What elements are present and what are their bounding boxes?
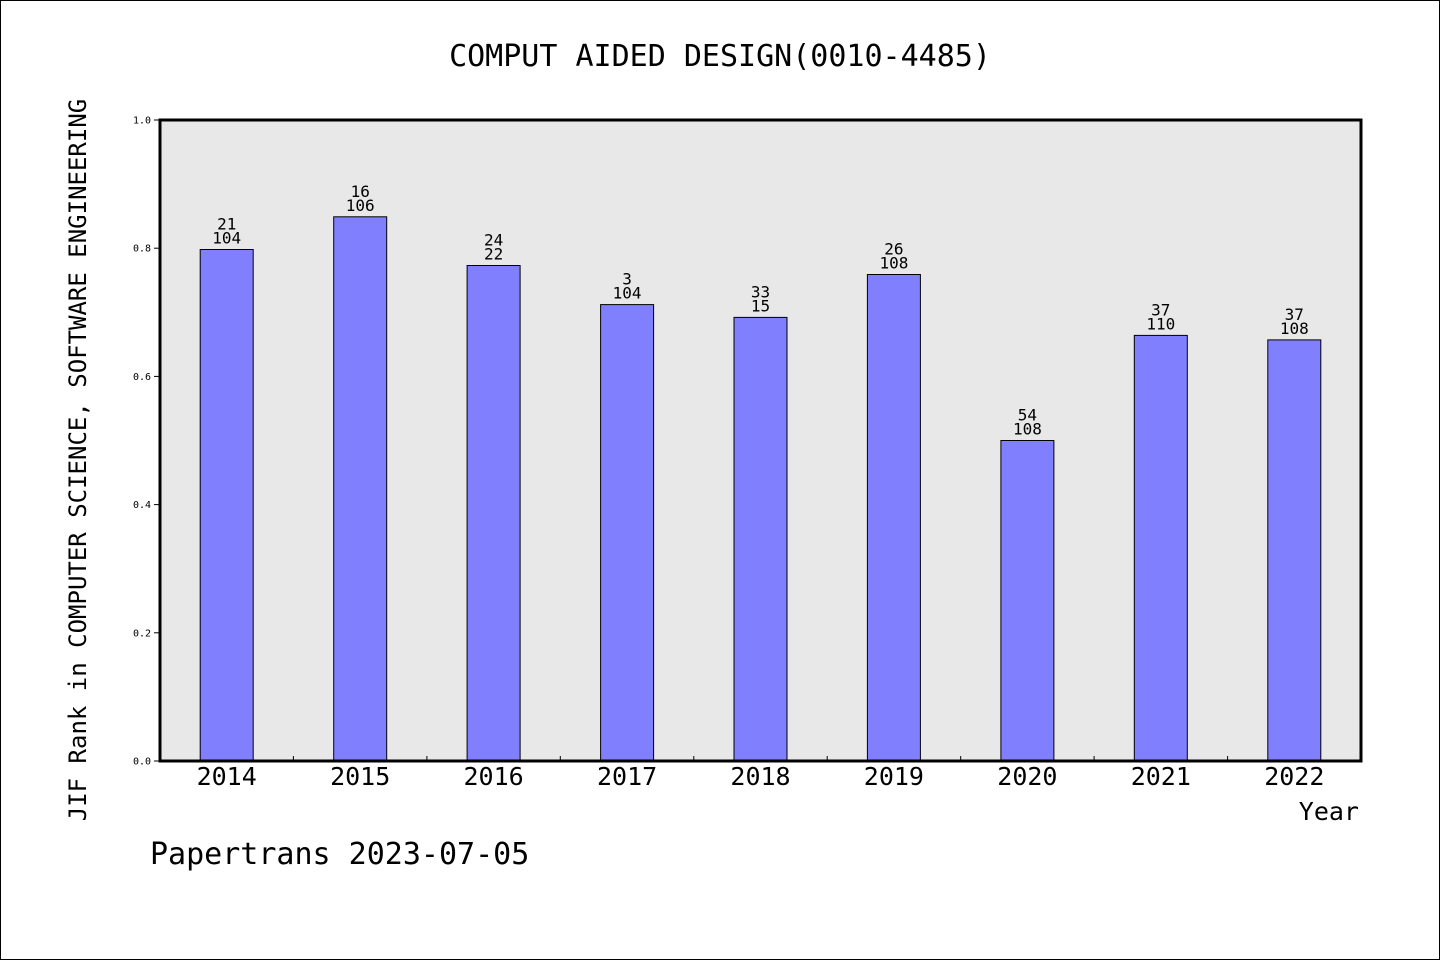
x-tick-2015: 2015 bbox=[330, 762, 390, 791]
bar-2016 bbox=[466, 265, 521, 762]
bar-label-bottom-2018: 15 bbox=[751, 296, 770, 315]
x-axis-label: Year bbox=[1299, 797, 1359, 826]
bar-label-bottom-2019: 108 bbox=[879, 254, 908, 273]
y-tick-0.4: 0.4 bbox=[133, 500, 151, 511]
x-tick-2020: 2020 bbox=[997, 762, 1057, 791]
y-ticks-group: 0.0 0.2 0.4 0.6 0.8 1.0 bbox=[133, 116, 160, 768]
bar-2019 bbox=[866, 274, 921, 762]
bar-label-top-2019: 26 bbox=[884, 240, 903, 259]
bar-2021 bbox=[1133, 334, 1188, 762]
y-tick-0.6: 0.6 bbox=[133, 372, 151, 383]
bar-label-top-2015: 16 bbox=[351, 182, 370, 201]
y-tick-0.0: 0.0 bbox=[133, 757, 151, 768]
bar-2015 bbox=[333, 216, 388, 762]
x-tick-2017: 2017 bbox=[597, 762, 657, 791]
y-tick-0.2: 0.2 bbox=[133, 628, 151, 639]
x-tick-2016: 2016 bbox=[463, 762, 523, 791]
bar-label-top-2021: 37 bbox=[1151, 300, 1170, 319]
x-tick-2019: 2019 bbox=[864, 762, 924, 791]
y-tick-1.0: 1.0 bbox=[133, 116, 151, 127]
y-axis-label: JIF Rank in COMPUTER SCIENCE, SOFTWARE E… bbox=[64, 99, 92, 821]
bar-label-bottom-2014: 104 bbox=[212, 229, 241, 248]
bar-2018 bbox=[733, 316, 788, 762]
bar-2020 bbox=[1000, 440, 1055, 762]
footer-watermark: Papertrans 2023-07-05 bbox=[150, 837, 529, 872]
bar-label-top-2016: 24 bbox=[484, 231, 503, 250]
bar-label-bottom-2020: 108 bbox=[1013, 420, 1042, 439]
x-tick-2021: 2021 bbox=[1131, 762, 1191, 791]
bar-label-top-2017: 3 bbox=[622, 270, 632, 289]
bar-label-bottom-2022: 108 bbox=[1280, 319, 1309, 338]
bar-label-bottom-2015: 106 bbox=[346, 196, 375, 215]
bars-group bbox=[199, 216, 1322, 762]
x-tick-2022: 2022 bbox=[1264, 762, 1324, 791]
x-tick-2018: 2018 bbox=[730, 762, 790, 791]
bar-label-top-2020: 54 bbox=[1018, 406, 1037, 425]
bar-label-bottom-2017: 104 bbox=[613, 284, 642, 303]
bar-2017 bbox=[600, 304, 655, 762]
bar-label-top-2018: 33 bbox=[751, 282, 770, 301]
bar-2022 bbox=[1267, 339, 1322, 762]
bar-2014 bbox=[199, 249, 254, 762]
y-tick-0.8: 0.8 bbox=[133, 244, 151, 255]
x-tick-2014: 2014 bbox=[197, 762, 257, 791]
bar-label-bottom-2016: 22 bbox=[484, 245, 503, 264]
bar-label-top-2022: 37 bbox=[1285, 305, 1304, 324]
chart-title: COMPUT AIDED DESIGN(0010-4485) bbox=[449, 39, 991, 74]
bar-label-bottom-2021: 110 bbox=[1146, 314, 1175, 333]
x-ticks-group: 2014 2015 2016 2017 2018 2019 2020 2021 2022 bbox=[197, 756, 1324, 791]
bar-label-top-2014: 21 bbox=[217, 215, 236, 234]
plot-border bbox=[158, 118, 1363, 763]
